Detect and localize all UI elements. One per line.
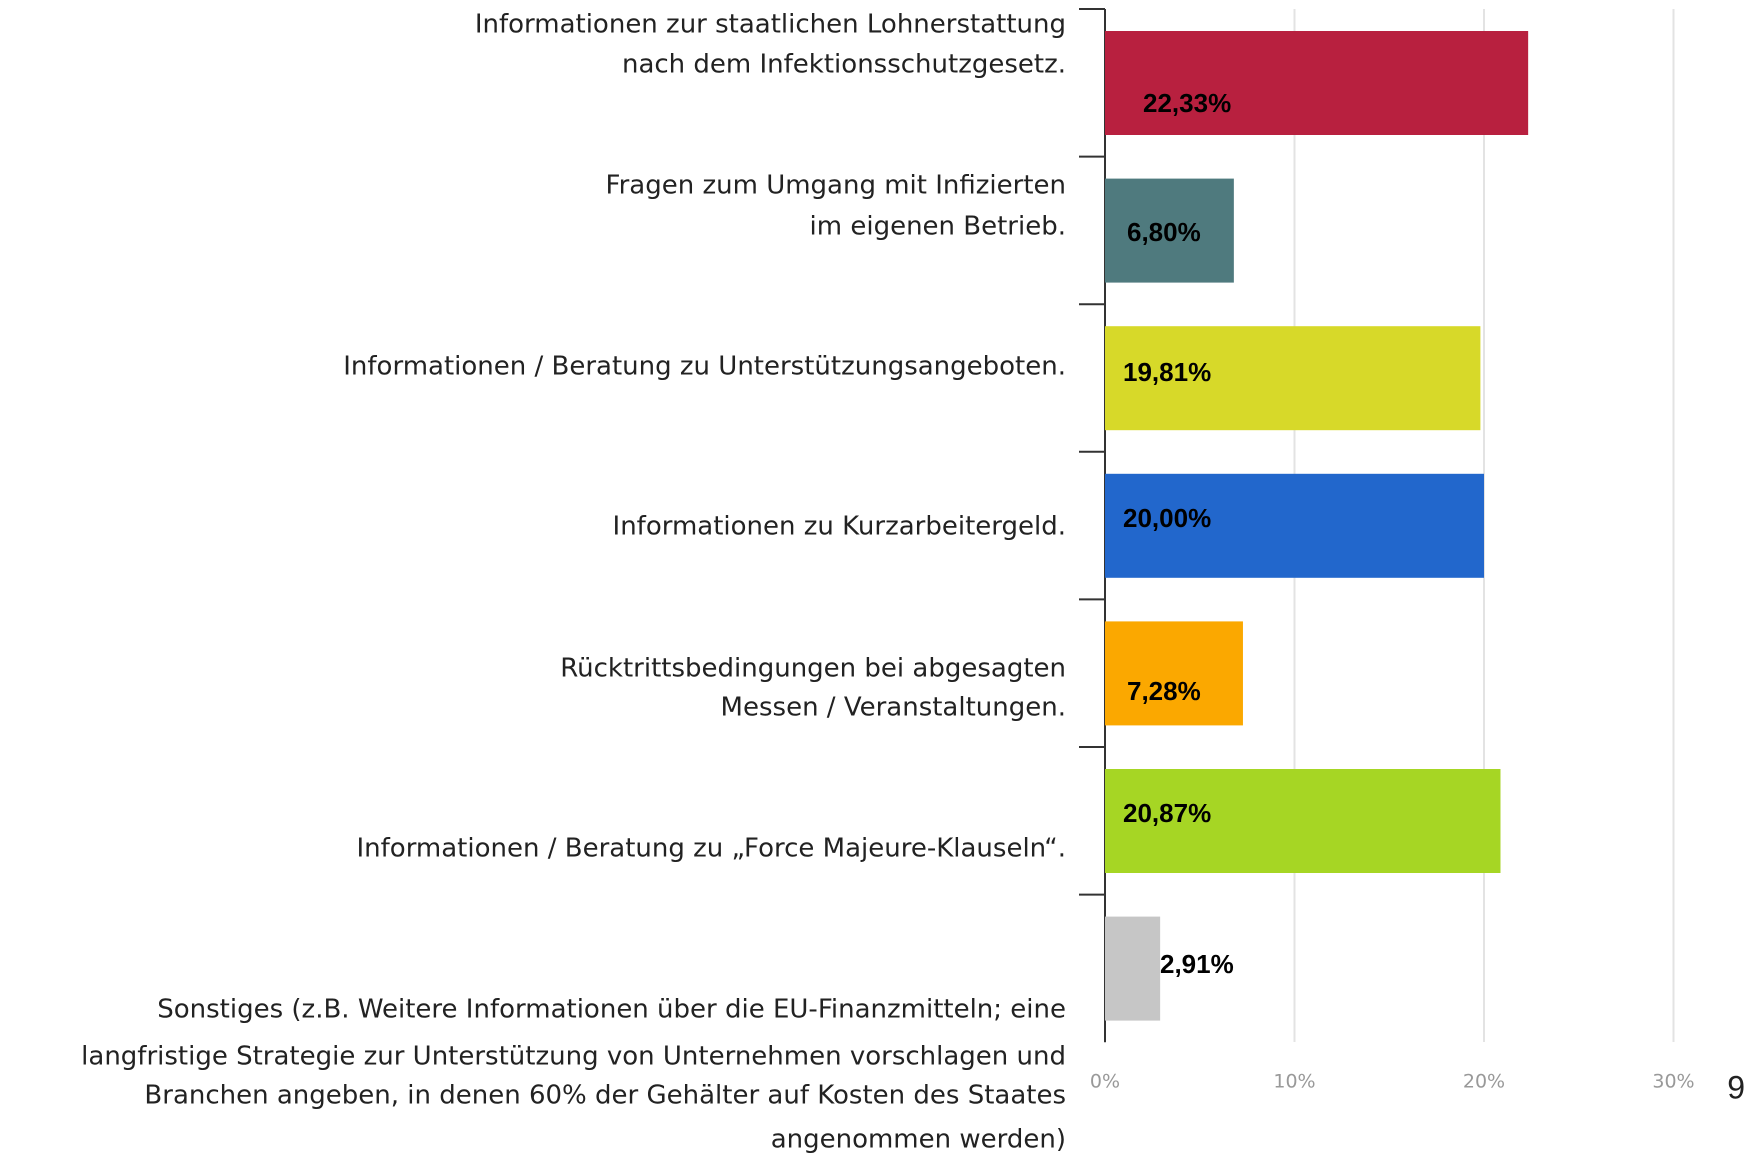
category-label: Sonstiges (z.B. Weitere Informationen üb…: [157, 995, 1066, 1025]
category-label: Branchen angeben, in denen 60% der Gehäl…: [144, 1081, 1066, 1111]
x-tick-label: 0%: [1090, 1071, 1120, 1093]
value-label: 6,80%: [1127, 217, 1201, 247]
category-label: nach dem Infektionsschutzgesetz.: [622, 50, 1066, 80]
value-label: 19,81%: [1123, 357, 1211, 387]
x-tick-label: 10%: [1273, 1071, 1315, 1093]
category-label: im eigenen Betrieb.: [810, 212, 1066, 242]
category-label: Informationen zu Kurzarbeitergeld.: [613, 512, 1066, 542]
category-label: Informationen / Beratung zu Unterstützun…: [343, 352, 1066, 382]
x-tick-label: 20%: [1463, 1071, 1505, 1093]
value-label: 7,28%: [1127, 676, 1201, 706]
page-number: 9: [1727, 1069, 1745, 1105]
value-label: 20,87%: [1123, 798, 1211, 828]
value-label: 2,91%: [1160, 949, 1234, 979]
value-label: 22,33%: [1143, 88, 1231, 118]
bar: [1105, 621, 1243, 726]
bar: [1105, 326, 1481, 431]
category-label: Informationen / Beratung zu „Force Majeu…: [356, 834, 1066, 864]
bar: [1105, 473, 1484, 578]
bar: [1105, 31, 1529, 135]
category-label: Rücktrittsbedingungen bei abgesagten: [560, 654, 1066, 684]
bar: [1105, 769, 1501, 873]
bar: [1105, 916, 1161, 1021]
category-label: Messen / Veranstaltungen.: [721, 693, 1066, 723]
category-label: Informationen zur staatlichen Lohnerstat…: [475, 10, 1066, 40]
bar: [1105, 178, 1234, 283]
category-label: Fragen zum Umgang mit Infizierten: [606, 171, 1066, 201]
x-tick-label: 30%: [1652, 1071, 1694, 1093]
category-label: angenommen werden): [771, 1125, 1066, 1154]
category-label: langfristige Strategie zur Unterstützung…: [81, 1042, 1066, 1072]
value-label: 20,00%: [1123, 503, 1211, 533]
